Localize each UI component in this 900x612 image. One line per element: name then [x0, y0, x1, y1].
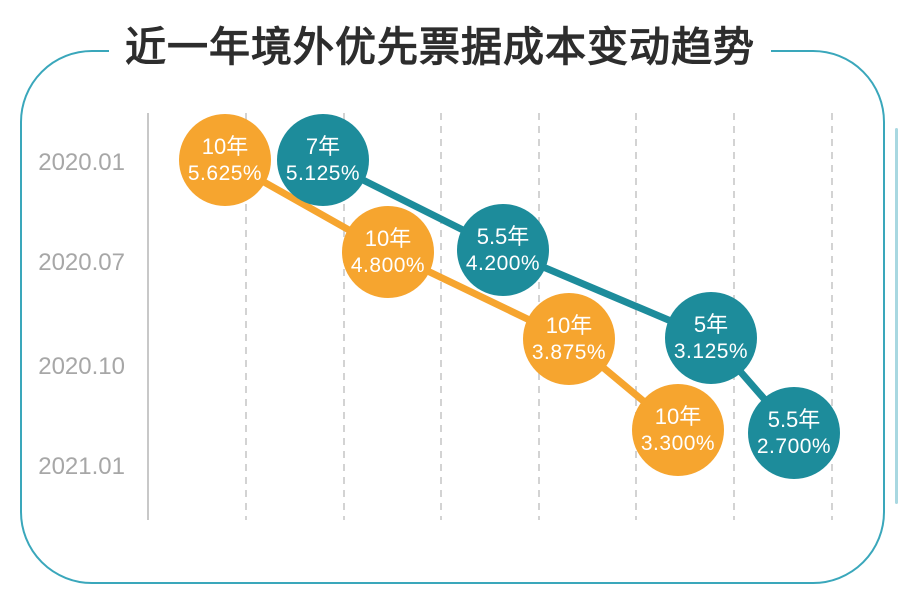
data-bubble-teal-2021-01: 5.5年 2.700%: [748, 387, 840, 479]
data-bubble-orange-2020-07: 10年 4.800%: [342, 206, 434, 298]
chart-title: 近一年境外优先票据成本变动趋势: [109, 21, 771, 73]
y-axis-label: 2020.10: [38, 353, 125, 380]
bubble-term-label: 5.5年: [767, 406, 821, 432]
data-bubble-teal-2020-07: 5.5年 4.200%: [457, 204, 549, 296]
bubble-term-label: 7年: [305, 133, 341, 159]
bubble-rate-label: 3.125%: [673, 339, 749, 363]
y-axis-label: 2020.01: [38, 149, 125, 176]
bubble-term-label: 5年: [693, 311, 729, 337]
gridline: [831, 113, 833, 520]
bubble-term-label: 10年: [654, 403, 702, 429]
bubble-rate-label: 4.800%: [350, 253, 426, 277]
y-axis-label: 2021.01: [38, 453, 125, 480]
data-bubble-orange-2020-01: 10年 5.625%: [179, 114, 271, 206]
bubble-rate-label: 3.875%: [531, 340, 607, 364]
adjacent-card-edge-line: [895, 128, 898, 504]
gridline: [440, 113, 442, 520]
bubble-rate-label: 2.700%: [756, 434, 832, 458]
y-axis-label: 2020.07: [38, 249, 125, 276]
bubble-rate-label: 5.125%: [285, 161, 361, 185]
bubble-term-label: 10年: [201, 133, 249, 159]
data-bubble-orange-2020-10: 10年 3.875%: [523, 293, 615, 385]
bubble-rate-label: 4.200%: [465, 251, 541, 275]
data-bubble-orange-2021-01: 10年 3.300%: [632, 384, 724, 476]
bubble-rate-label: 3.300%: [640, 431, 716, 455]
card-rounded-border: [20, 50, 885, 584]
bubble-rate-label: 5.625%: [187, 161, 263, 185]
bubble-term-label: 10年: [545, 312, 593, 338]
y-axis-line: [147, 113, 149, 520]
data-bubble-teal-2020-10: 5年 3.125%: [665, 292, 757, 384]
bubble-term-label: 10年: [364, 225, 412, 251]
data-bubble-teal-2020-01: 7年 5.125%: [277, 114, 369, 206]
bubble-term-label: 5.5年: [476, 223, 530, 249]
gridline: [635, 113, 637, 520]
